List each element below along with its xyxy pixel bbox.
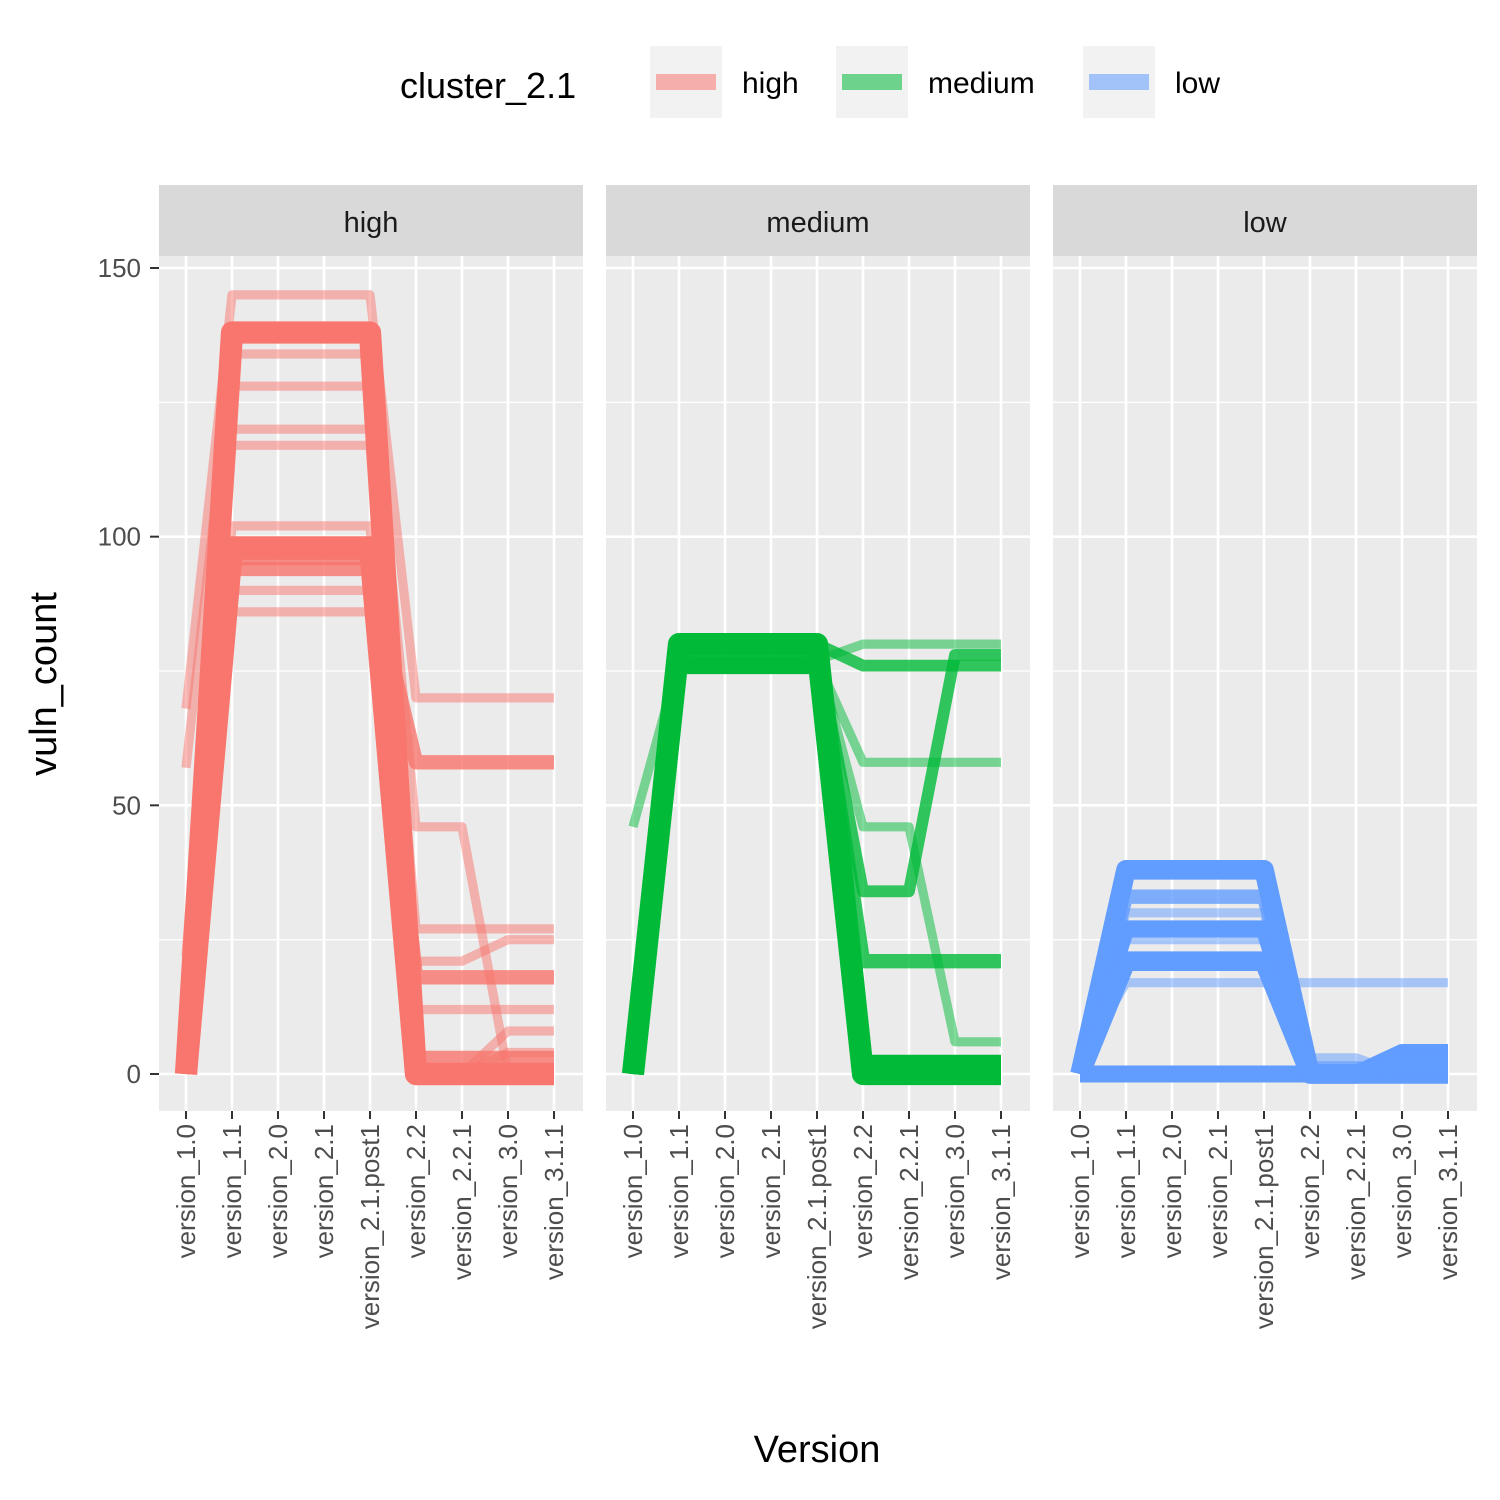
x-tick-label: version_2.1 [756,1124,786,1258]
x-tick-label: version_1.0 [1065,1124,1095,1258]
x-tick-label: version_3.0 [1387,1124,1417,1258]
legend-label: medium [928,67,1035,100]
legend-label: high [742,67,799,100]
x-tick-label: version_2.1.post1 [1249,1124,1279,1329]
legend: cluster_2.1 high medium low [400,46,1220,118]
x-tick-label: version_2.2 [1295,1124,1325,1258]
panel-strip-label: low [1243,207,1288,239]
x-tick-label: version_3.0 [493,1124,523,1258]
series-line [181,290,554,710]
x-tick-label: version_2.0 [263,1124,293,1258]
x-tick-label: version_1.1 [1111,1124,1141,1258]
x-tick-label: version_1.1 [664,1124,694,1258]
series-line [174,536,554,1086]
y-tick-label: 50 [112,790,141,820]
x-tick-label: version_1.0 [171,1124,201,1258]
x-tick-label: version_2.1.post1 [355,1124,385,1329]
panel-high: high version_1.0 version_1.1 version_2.0 ver… [159,185,583,1329]
y-axis: 0 50 100 150 [98,253,159,1089]
panel-strip [606,185,1030,256]
panel-low: low version_1.0 version_1.1 version_2.0 vers… [1053,185,1477,1329]
panel-strip-label: medium [766,207,869,239]
panel-medium: medium version_1.0 version_1.1 version_2.0 v… [606,185,1030,1329]
panel-strip [1053,185,1477,256]
x-tick-label: version_3.1.1 [986,1124,1016,1280]
x-tick-label: version_3.0 [940,1124,970,1258]
x-tick-label: version_2.2.1 [1341,1124,1371,1280]
x-tick-label: version_2.0 [710,1124,740,1258]
legend-item-medium: medium [836,46,1035,118]
y-tick-label: 100 [98,522,141,552]
legend-label: low [1175,67,1220,100]
legend-item-low: low [1083,46,1220,118]
legend-title: cluster_2.1 [400,65,576,106]
x-tick-label: version_2.2 [401,1124,431,1258]
x-axis-title: Version [754,1429,881,1471]
x-tick-label: version_2.2 [848,1124,878,1258]
x-tick-label: version_2.0 [1157,1124,1187,1258]
x-tick-label: version_2.2.1 [894,1124,924,1280]
x-tick-label: version_3.1.1 [1433,1124,1463,1280]
y-tick-label: 150 [98,253,141,283]
x-tick-label: version_1.1 [217,1124,247,1258]
y-axis-title: vuln_count [23,592,65,776]
series-line [181,521,554,1079]
x-tick-label: version_2.1.post1 [802,1124,832,1329]
y-tick-label: 0 [127,1059,141,1089]
series-line [1070,951,1448,1084]
legend-item-high: high [650,46,799,118]
x-tick-label: version_2.1 [309,1124,339,1258]
x-tick-label: version_1.0 [618,1124,648,1258]
panel-strip-label: high [344,207,399,239]
x-tick-label: version_2.1 [1203,1124,1233,1258]
panel-strip [159,185,583,256]
x-tick-label: version_3.1.1 [539,1124,569,1280]
series-line [621,632,1001,1086]
x-tick-label: version_2.2.1 [447,1124,477,1280]
